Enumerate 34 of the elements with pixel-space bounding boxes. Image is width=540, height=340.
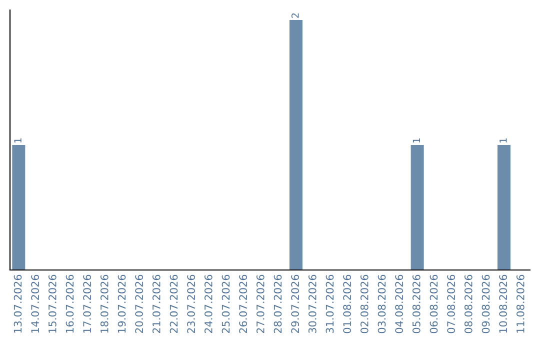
x-tick-label: 27.07.2026 — [256, 274, 264, 334]
x-tick-label: 25.07.2026 — [222, 274, 230, 334]
data-label: 1 — [500, 138, 507, 143]
x-tick-label: 14.07.2026 — [31, 274, 40, 333]
data-label: 2 — [291, 13, 299, 18]
x-tick-label: 04.08.2026 — [395, 274, 404, 334]
x-tick-label: 26.07.2026 — [239, 274, 248, 334]
x-tick-label: 08.08.2026 — [464, 274, 472, 334]
x-tick-label: 02.08.2026 — [360, 274, 368, 334]
x-tick-label: 29.07.2026 — [291, 274, 300, 334]
x-tick-label: 22.07.2026 — [170, 274, 178, 334]
x-tick-label: 19.07.2026 — [118, 274, 126, 333]
data-label: 1 — [412, 138, 420, 143]
x-tick-label: 16.07.2026 — [66, 274, 74, 333]
x-tick-label: 13.07.2026 — [14, 274, 22, 333]
data-label: 1 — [14, 138, 22, 143]
x-tick-label: 03.08.2026 — [378, 274, 386, 334]
x-tick-label: 09.08.2026 — [482, 274, 490, 334]
x-tick-label: 21.07.2026 — [152, 274, 160, 334]
x-tick-label: 23.07.2026 — [187, 274, 196, 334]
x-tick-label: 24.07.2026 — [204, 274, 212, 334]
x-tick-label: 18.07.2026 — [100, 274, 108, 333]
x-tick-label: 28.07.2026 — [274, 274, 282, 334]
x-tick-label: 31.07.2026 — [326, 274, 334, 334]
x-tick-label: 05.08.2026 — [412, 274, 420, 334]
x-tick-label: 01.08.2026 — [343, 274, 352, 334]
x-tick-label: 11.08.2026 — [516, 274, 524, 333]
x-tick-label: 20.07.2026 — [135, 274, 144, 334]
x-tick-label: 17.07.2026 — [83, 274, 92, 333]
x-tick-label: 10.08.2026 — [499, 274, 508, 333]
x-tick-label: 07.08.2026 — [447, 274, 456, 334]
x-tick-label: 06.08.2026 — [430, 274, 438, 334]
x-tick-label: 15.07.2026 — [48, 274, 56, 333]
x-tick-label: 30.07.2026 — [308, 274, 316, 334]
